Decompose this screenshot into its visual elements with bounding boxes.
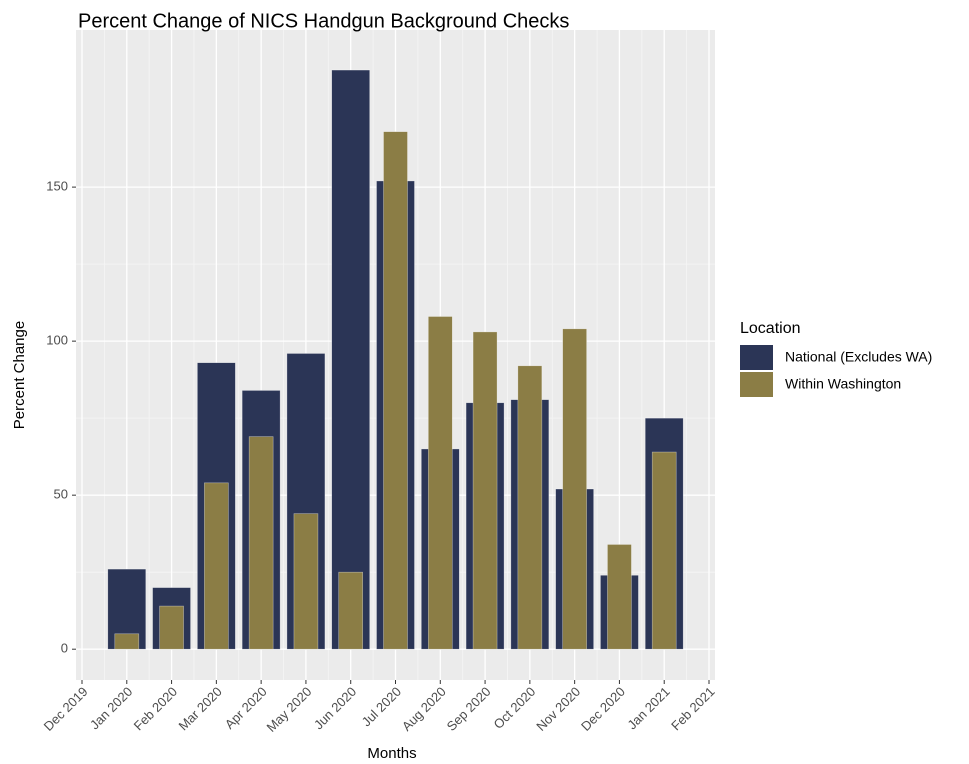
bar [517,365,543,650]
y-tick-label: 0 [61,641,68,656]
bar [204,482,229,650]
bar [383,131,408,650]
bar [293,513,319,650]
legend-key [740,345,773,370]
x-tick-label: Nov 2020 [533,684,583,734]
bars [107,69,684,650]
x-tick-label: Feb 2020 [131,684,180,733]
x-tick-label: Dec 2019 [41,684,91,734]
bar [331,69,371,650]
bar [338,571,364,650]
x-tick-label: Sep 2020 [444,684,494,734]
legend-label: National (Excludes WA) [785,349,932,365]
x-tick-label: Mar 2020 [175,684,224,733]
bar [472,331,498,650]
bar [651,451,677,650]
x-tick-label: Oct 2020 [490,684,538,732]
x-tick-label: Jan 2021 [624,684,672,732]
bar [427,316,453,650]
bar [114,633,140,650]
x-axis-title: Months [367,745,416,762]
x-tick-label: Dec 2020 [578,684,628,734]
bar [607,544,632,650]
y-axis-title: Percent Change [11,321,28,429]
y-tick-label: 150 [46,179,68,194]
x-tick-label: Feb 2021 [668,684,717,733]
x-tick-label: Jan 2020 [87,684,135,732]
x-tick-label: Aug 2020 [399,684,449,734]
x-tick-label: Jul 2020 [359,684,404,729]
y-tick-label: 100 [46,333,68,348]
bar [159,605,184,650]
bar [248,436,274,650]
x-tick-label: Jun 2020 [311,684,359,732]
legend-key [740,372,773,397]
chart-title: Percent Change of NICS Handgun Backgroun… [78,10,569,32]
bar [562,328,587,650]
legend-label: Within Washington [785,376,901,392]
x-tick-label: May 2020 [264,684,315,735]
legend-title: Location [740,320,801,337]
legend: National (Excludes WA) Within Washington [740,345,932,397]
y-tick-label: 50 [54,487,68,502]
